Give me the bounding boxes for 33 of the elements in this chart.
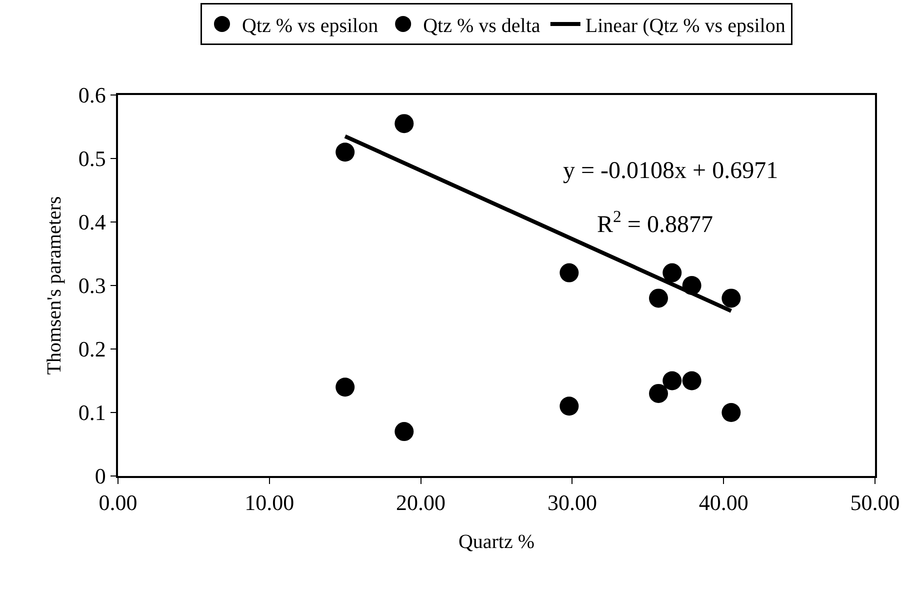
y-tick-label: 0 bbox=[94, 464, 106, 489]
x-tick-label: 50.00 bbox=[850, 490, 900, 516]
x-tick-label: 30.00 bbox=[547, 490, 597, 516]
x-axis-title: Quartz % bbox=[458, 531, 535, 554]
x-tick-label: 20.00 bbox=[396, 490, 446, 516]
point bbox=[560, 263, 579, 282]
x-tick-label: 40.00 bbox=[698, 490, 748, 516]
annotation: y = -0.0108x + 0.6971 bbox=[563, 158, 778, 184]
point bbox=[682, 371, 702, 390]
y-tick-label: 0.1 bbox=[78, 400, 106, 426]
y-tick-label: 0.3 bbox=[78, 273, 106, 298]
point bbox=[560, 396, 579, 416]
point bbox=[649, 288, 668, 308]
point bbox=[336, 142, 355, 162]
x-tick-label: 10.00 bbox=[244, 490, 294, 516]
point bbox=[394, 114, 414, 134]
legend-label: Linear (Qtz % vs epsilon bbox=[585, 14, 786, 37]
point bbox=[662, 371, 682, 390]
point bbox=[662, 263, 682, 282]
y-tick-label: 0.5 bbox=[78, 146, 106, 172]
y-tick-label: 0.2 bbox=[78, 336, 106, 362]
point bbox=[394, 422, 414, 442]
y-tick-label: 0.6 bbox=[78, 82, 106, 108]
legend-label: Qtz % vs epsilon bbox=[242, 14, 378, 37]
point bbox=[722, 288, 741, 308]
legend-label: Qtz % vs delta bbox=[423, 14, 540, 37]
point bbox=[336, 378, 355, 397]
annotation: R$^{2}$ = 0.8877 bbox=[597, 207, 713, 238]
point bbox=[722, 403, 741, 422]
y-tick-label: 0.4 bbox=[78, 210, 106, 235]
y-axis-title: Thomsen's parameters bbox=[43, 196, 66, 375]
point bbox=[649, 384, 668, 403]
x-tick-label: 0.00 bbox=[98, 490, 138, 516]
